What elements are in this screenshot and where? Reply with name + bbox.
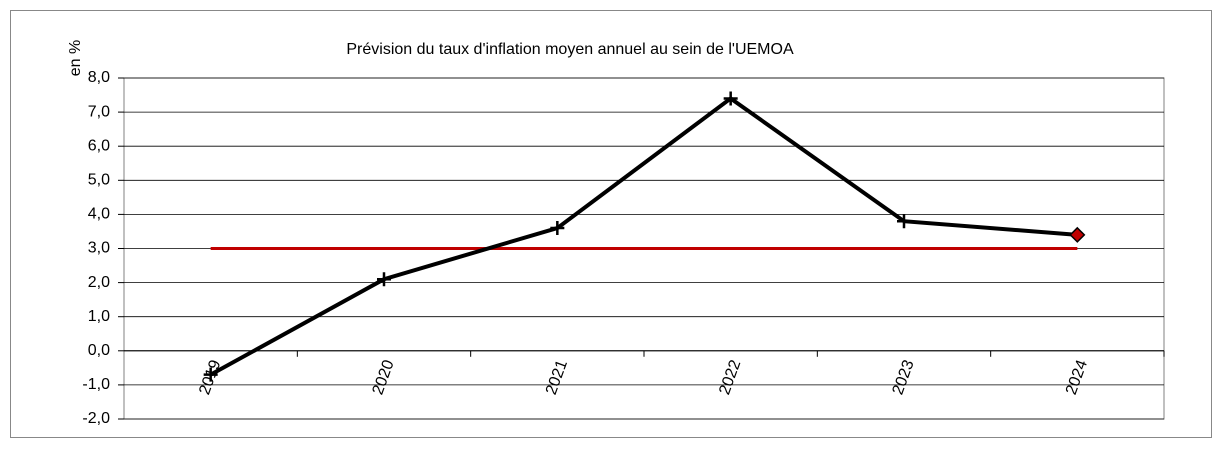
y-tick-label: 4,0 <box>88 206 110 223</box>
y-tick-label: 5,0 <box>88 172 110 189</box>
chart-title: Prévision du taux d'inflation moyen annu… <box>346 41 794 58</box>
point-marker <box>723 91 738 106</box>
y-tick-label: -2,0 <box>82 410 110 427</box>
point-marker <box>1069 226 1086 243</box>
y-tick-label: -1,0 <box>82 376 110 393</box>
line-series <box>209 95 1078 377</box>
y-axis-label: en % <box>67 40 84 76</box>
y-tick-label: 8,0 <box>88 69 110 86</box>
point-marker <box>377 272 391 287</box>
point-marker <box>550 221 565 236</box>
y-tick-label: 6,0 <box>88 137 110 154</box>
y-tick-label: 7,0 <box>88 103 110 120</box>
point-marker <box>897 214 911 229</box>
y-tick-label: 0,0 <box>88 342 110 359</box>
y-tick-label: 1,0 <box>88 308 110 325</box>
y-tick-label: 3,0 <box>88 240 110 257</box>
chart-frame <box>10 10 1212 438</box>
y-tick-label: 2,0 <box>88 274 110 291</box>
point-marker <box>203 367 218 382</box>
